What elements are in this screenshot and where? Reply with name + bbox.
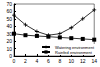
svg-text:50: 50 xyxy=(6,16,12,22)
svg-text:40: 40 xyxy=(6,23,12,29)
svg-text:4: 4 xyxy=(36,58,39,64)
svg-text:10: 10 xyxy=(6,46,12,52)
svg-text:12: 12 xyxy=(80,58,86,64)
svg-text:10: 10 xyxy=(69,58,75,64)
svg-text:0: 0 xyxy=(9,53,12,59)
svg-text:6: 6 xyxy=(47,58,50,64)
svg-text:2: 2 xyxy=(24,58,27,64)
svg-text:20: 20 xyxy=(6,38,12,44)
svg-text:Watering environment: Watering environment xyxy=(55,44,94,50)
svg-text:14: 14 xyxy=(91,58,97,64)
svg-text:0: 0 xyxy=(13,58,16,64)
svg-text:8: 8 xyxy=(58,58,61,64)
svg-text:60: 60 xyxy=(6,8,12,14)
svg-text:Rainfed environment: Rainfed environment xyxy=(55,50,93,55)
svg-text:30: 30 xyxy=(6,31,12,37)
svg-text:70: 70 xyxy=(6,1,12,7)
